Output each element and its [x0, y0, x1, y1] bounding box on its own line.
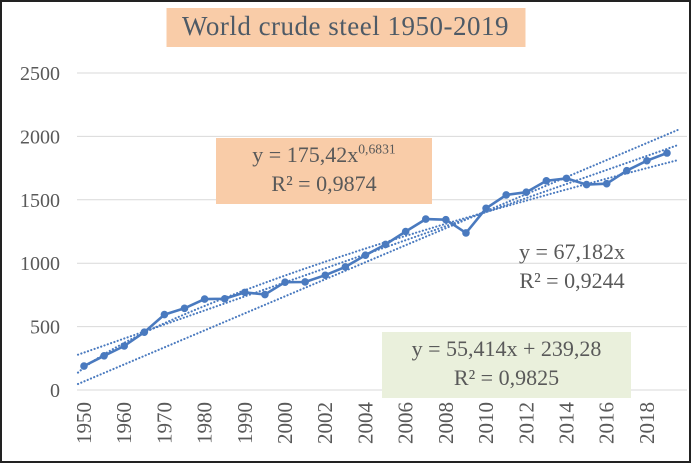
data-point-marker — [482, 204, 490, 213]
data-point-marker — [321, 271, 330, 280]
y-axis-label: 1500 — [20, 190, 60, 212]
data-point-marker — [602, 179, 611, 188]
x-axis-label: 2000 — [273, 402, 297, 444]
data-point-marker — [663, 149, 671, 157]
y-axis-label: 2000 — [20, 126, 60, 148]
x-axis-label: 2006 — [394, 402, 418, 444]
data-point-marker — [562, 174, 571, 183]
x-axis-label: 2014 — [554, 402, 578, 445]
data-point-marker — [421, 215, 430, 223]
y-axis-label: 1000 — [20, 253, 60, 275]
x-axis-label: 2010 — [474, 402, 498, 444]
y-axis-label: 500 — [30, 317, 60, 339]
x-axis-label: 2018 — [635, 402, 659, 444]
x-axis-label: 2016 — [595, 402, 619, 444]
trendline-power — [76, 159, 680, 374]
x-axis-label: 1960 — [112, 402, 136, 444]
x-axis-label: 1980 — [193, 402, 217, 444]
linear-equation-text: y = 55,414x + 239,28 — [411, 336, 602, 361]
data-point-marker — [80, 362, 88, 370]
data-point-marker — [442, 215, 450, 224]
data-point-marker — [502, 191, 510, 199]
x-axis-label: 1950 — [72, 402, 96, 444]
trendline-linear-through-origin — [76, 128, 680, 386]
data-point-marker — [160, 310, 169, 319]
data-point-marker — [542, 176, 551, 185]
power-trendline-equation-box: y = 175,42x0,6831 R² = 0,9874 — [216, 138, 432, 204]
data-point-marker — [140, 328, 149, 336]
data-point-marker — [261, 290, 269, 299]
data-point-marker — [381, 240, 390, 249]
x-axis-label: 2012 — [514, 402, 538, 444]
y-axis-label: 0 — [50, 380, 60, 402]
origin-equation-text: y = 67,182x — [519, 239, 625, 264]
x-axis-label: 1990 — [233, 402, 257, 444]
y-axis-label: 2500 — [20, 63, 60, 85]
power-r-squared-text: R² = 0,9874 — [271, 171, 377, 197]
data-point-marker — [401, 227, 410, 236]
origin-trendline-equation-label: y = 67,182x R² = 0,9244 — [470, 237, 674, 296]
data-point-marker — [241, 288, 249, 297]
linear-trendline-equation-box: y = 55,414x + 239,28 R² = 0,9825 — [382, 332, 631, 398]
data-point-marker — [301, 278, 309, 286]
data-point-marker — [200, 295, 209, 303]
x-axis-label: 2004 — [353, 402, 377, 445]
linear-r-squared-text: R² = 0,9825 — [453, 365, 560, 391]
chart-title: World crude steel 1950-2019 — [166, 8, 525, 47]
power-equation-text: y = 175,42x0,6831 — [252, 141, 396, 167]
x-axis-label: 1970 — [152, 402, 176, 444]
x-axis-label: 2002 — [313, 402, 337, 444]
data-point-marker — [220, 295, 229, 303]
data-point-marker — [281, 278, 289, 287]
data-point-marker — [361, 251, 370, 260]
data-point-marker — [643, 156, 651, 165]
data-point-marker — [462, 229, 470, 237]
data-point-marker — [100, 351, 108, 360]
data-point-marker — [120, 342, 129, 350]
origin-r-squared-text: R² = 0,9244 — [519, 268, 625, 294]
data-point-marker — [582, 180, 591, 189]
x-axis-label: 2008 — [434, 402, 458, 444]
power-equation-exponent: 0,6831 — [358, 141, 396, 157]
data-point-marker — [522, 188, 531, 196]
data-point-marker — [180, 304, 189, 313]
data-point-marker — [341, 263, 350, 271]
data-point-marker — [622, 166, 631, 175]
